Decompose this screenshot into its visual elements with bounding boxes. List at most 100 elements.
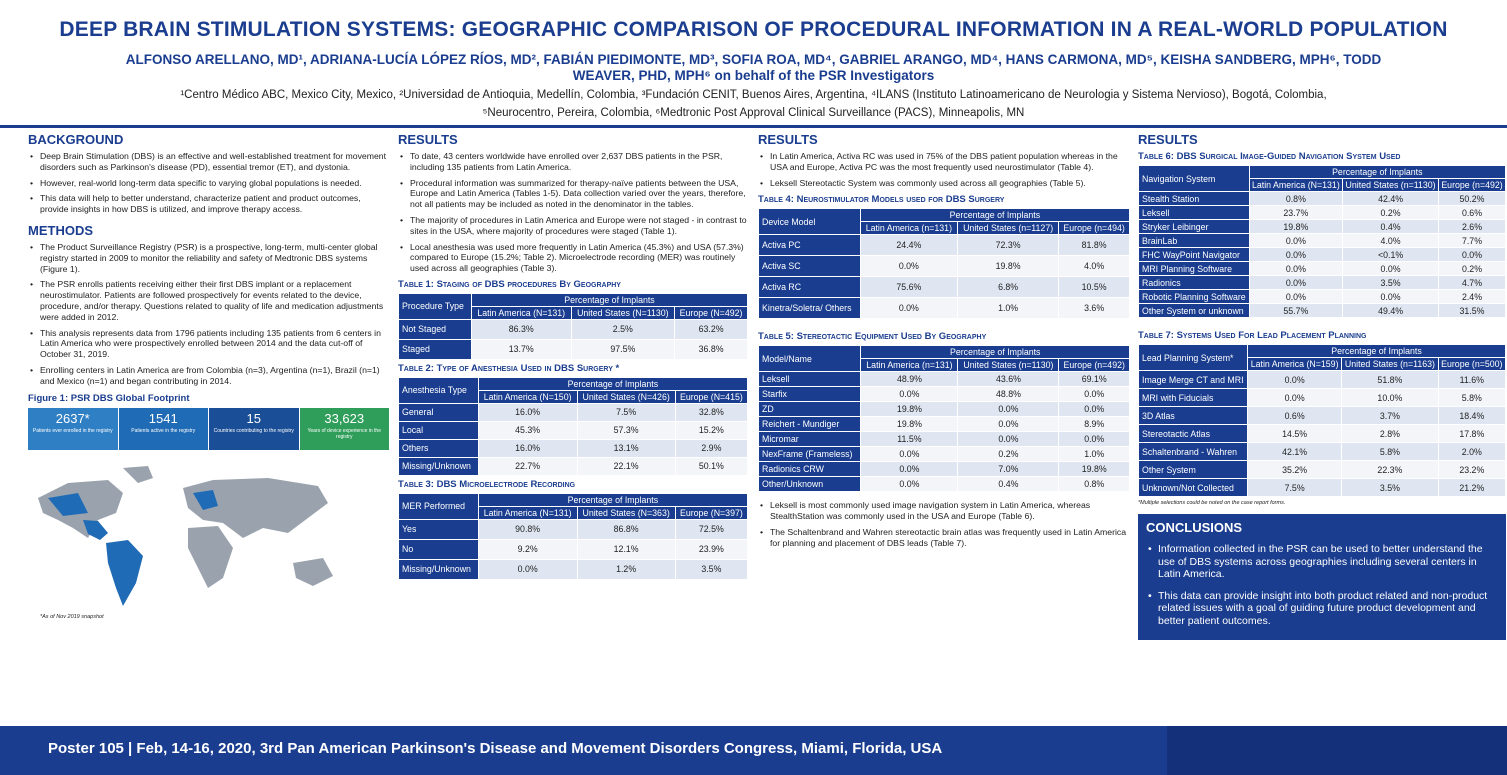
table-cell: 81.8% [1058, 234, 1130, 257]
table-row: FHC WayPoint Navigator 0.0% <0.1% 0.0% [1138, 247, 1506, 262]
table-row-label: Kinetra/Soletra/ Others [758, 297, 861, 320]
stat-tile: 15 Countries contributing to the registry [209, 407, 299, 450]
table-row: Leksell 23.7% 0.2% 0.6% [1138, 205, 1506, 220]
methods-bullet: This analysis represents data from 1796 … [28, 328, 390, 360]
table-cell: 3.6% [1058, 297, 1130, 320]
table-cell: <0.1% [1342, 247, 1440, 262]
table-row-label: Missing/Unknown [398, 456, 479, 476]
table-row: Stryker Leibinger 19.8% 0.4% 2.6% [1138, 219, 1506, 234]
table-row: NexFrame (Frameless) 0.0% 0.2% 1.0% [757, 446, 1130, 463]
table-row-label: Others [398, 438, 479, 458]
table-row-label: Activa RC [758, 276, 861, 299]
table-row: Missing/Unknown 0.0% 1.2% 3.5% [398, 558, 749, 580]
poster-title: DEEP BRAIN STIMULATION SYSTEMS: GEOGRAPH… [59, 18, 1448, 41]
table-cell: 0.0% [957, 431, 1060, 448]
table-column-header: Latin America (N=159) [1247, 357, 1343, 371]
results2-bullets: In Latin America, Activa RC was used in … [758, 151, 1130, 188]
table-cell: 16.0% [477, 402, 578, 422]
results-bullet: Local anesthesia was used more frequentl… [398, 242, 748, 274]
conclusions-heading: CONCLUSIONS [1146, 520, 1243, 535]
table1: Procedure Type Percentage of Implants Lati… [398, 292, 749, 360]
table-cell: 19.8% [860, 401, 959, 418]
table6: Navigation System Percentage of Implants L… [1138, 165, 1507, 318]
results-bullet: Leksell is most commonly used image navi… [758, 500, 1130, 522]
table-column-header: Europe (n=494) [1058, 221, 1130, 236]
table-cell: 23.7% [1248, 205, 1344, 220]
table-cell: 49.4% [1342, 303, 1440, 318]
table-cell: 3.5% [1341, 478, 1439, 497]
table-cell: 75.6% [859, 276, 958, 299]
table-row-label: Other/Unknown [757, 476, 862, 493]
table-column-header: Europe (n=492) [1058, 358, 1130, 373]
table-cell: 22.3% [1341, 460, 1439, 479]
table-cell: 0.0% [957, 416, 1060, 433]
table-column-header: United States (n=1130) [1342, 178, 1440, 192]
table-cell: 7.5% [576, 402, 676, 422]
table-cell: 4.7% [1438, 275, 1506, 290]
table-row: No 9.2% 12.1% 23.9% [398, 538, 749, 560]
table-row-header-label: Anesthesia Type [398, 376, 479, 404]
table-cell: 0.8% [1248, 191, 1344, 206]
footer-corner-block [1167, 726, 1507, 775]
table-row-label: Stereotactic Atlas [1137, 424, 1249, 443]
table-cell: 19.8% [956, 255, 1060, 278]
table-row-label: Not Staged [398, 318, 472, 340]
table-column-header: Europe (n=492) [1438, 178, 1506, 192]
table-column-header: United States (N=363) [576, 505, 676, 520]
table2: Anesthesia Type Percentage of Implants Lat… [398, 376, 749, 476]
table-cell: 17.8% [1437, 424, 1507, 443]
table-row-header-label: Lead Planning System* [1137, 344, 1249, 371]
table-column-header: Europe (N=492) [674, 305, 748, 320]
table-row: BrainLab 0.0% 4.0% 7.7% [1138, 233, 1506, 248]
results-bullet: To date, 43 centers worldwide have enrol… [398, 151, 748, 173]
table-cell: 19.8% [1058, 461, 1130, 478]
table-cell: 63.2% [674, 318, 748, 340]
table2-caption: Table 2: Type of Anesthesia Used in DBS … [398, 362, 620, 374]
table-cell: 1.2% [576, 558, 676, 580]
table-cell: 55.7% [1248, 303, 1344, 318]
table-row-label: Robotic Planning Software [1138, 289, 1250, 304]
table-column-header: Europe (N=415) [674, 389, 749, 404]
table-cell: 2.5% [570, 318, 676, 340]
table-row-label: Activa PC [758, 234, 861, 257]
table-row-label: Other System or unknown [1138, 303, 1250, 318]
table-cell: 1.0% [956, 297, 1060, 320]
table-row: Activa SC 0.0% 19.8% 4.0% [758, 255, 1130, 278]
results-heading-2: RESULTS [758, 132, 818, 147]
table-cell: 0.0% [1248, 247, 1344, 262]
table-row: Other System or unknown 55.7% 49.4% 31.5% [1138, 303, 1506, 318]
table-row-label: ZD [757, 401, 862, 418]
conclusions-bullets: Information collected in the PSR can be … [1146, 543, 1498, 627]
table-column-header: Latin America (N=131) [1248, 178, 1344, 192]
table-row: Not Staged 86.3% 2.5% 63.2% [398, 318, 748, 340]
table-row-label: MRI Planning Software [1138, 261, 1250, 276]
table-cell: 8.9% [1058, 416, 1130, 433]
table-cell: 5.8% [1437, 388, 1507, 407]
table-cell: 23.9% [674, 538, 749, 560]
snapshot-note: *As of Nov 2019 snapshot [40, 613, 104, 620]
table-column-header: Europe (N=397) [674, 505, 749, 520]
table-cell: 72.5% [674, 518, 749, 540]
table-cell: 0.0% [1342, 289, 1440, 304]
table-cell: 24.4% [859, 234, 958, 257]
figure1-caption: Figure 1: PSR DBS Global Footprint [28, 392, 190, 404]
table-cell: 0.6% [1438, 205, 1506, 220]
table-cell: 50.2% [1438, 191, 1506, 206]
stat-number: 33,623 [324, 410, 365, 426]
table-cell: 0.0% [1247, 370, 1343, 389]
results-bullet: In Latin America, Activa RC was used in … [758, 151, 1130, 173]
stat-label: Countries contributing to the registry [213, 427, 294, 434]
table-column-header: United States (N=1130) [570, 305, 676, 320]
table-cell: 0.0% [1342, 261, 1440, 276]
table-row-header-label: MER Performed [398, 492, 479, 520]
table-cell: 0.8% [1058, 476, 1130, 493]
table-cell: 2.8% [1341, 424, 1439, 443]
conclusion-bullet: Information collected in the PSR can be … [1146, 543, 1498, 581]
background-bullet: This data will help to better understand… [28, 193, 390, 215]
methods-bullet: The PSR enrolls patients receiving eithe… [28, 279, 390, 322]
background-bullets: Deep Brain Stimulation (DBS) is an effec… [28, 151, 390, 215]
conclusions-box: CONCLUSIONS Information collected in the… [1138, 514, 1506, 640]
table-cell: 7.5% [1247, 478, 1343, 497]
results-bullet: Leksell Stereotactic System was commonly… [758, 178, 1130, 189]
table-column-header: Latin America (N=131) [477, 505, 578, 520]
